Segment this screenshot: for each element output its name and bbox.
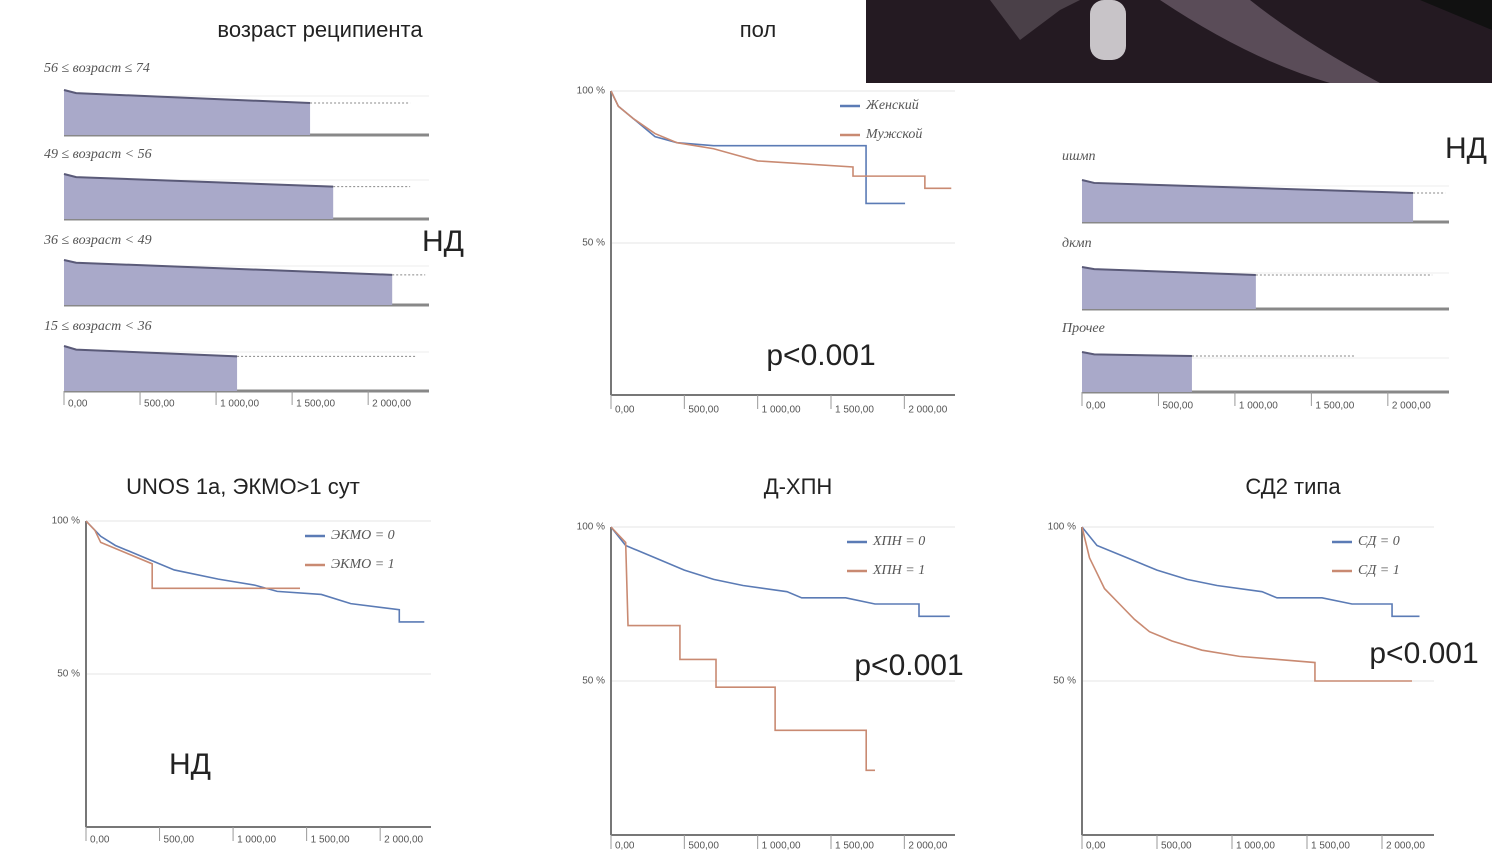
x-tick-label: 0,00 [1086, 401, 1106, 412]
x-tick-label: 0,00 [615, 841, 635, 852]
y-tick-label: 100 % [1048, 522, 1076, 533]
x-tick-label: 1 500,00 [835, 841, 874, 852]
y-tick-label: 100 % [577, 522, 605, 533]
survival-line [1081, 266, 1256, 276]
legend-label: СД = 0 [1358, 534, 1400, 549]
x-tick-label: 1 500,00 [835, 405, 874, 416]
photo [866, 0, 1492, 83]
survival-area [64, 90, 311, 135]
survival-line [85, 520, 301, 590]
legend-label: Мужской [865, 127, 922, 142]
survival-line [1081, 179, 1414, 195]
survival-line [63, 173, 334, 188]
panel-label: 36 ≤ возраст < 49 [43, 233, 152, 248]
x-tick-label: 1 000,00 [762, 841, 801, 852]
x-tick-label: 500,00 [1162, 401, 1193, 412]
x-tick-label: 1 000,00 [237, 835, 276, 846]
survival-line [610, 90, 906, 205]
x-tick-label: 2 000,00 [1392, 401, 1431, 412]
panel-label: ишмп [1062, 149, 1096, 164]
x-tick-label: 0,00 [90, 835, 110, 846]
survival-area [64, 174, 334, 219]
x-tick-label: 1 500,00 [1311, 841, 1350, 852]
annotation: НД [169, 748, 211, 781]
survival-area [1082, 352, 1192, 392]
legend-label: ЭКМО = 1 [331, 557, 395, 572]
y-tick-label: 50 % [582, 238, 605, 249]
x-tick-label: 2 000,00 [372, 399, 411, 410]
x-tick-label: 1 500,00 [1315, 401, 1354, 412]
chart-title: возраст реципиента [217, 17, 423, 42]
x-tick-label: 1 500,00 [296, 399, 335, 410]
survival-area [1082, 267, 1256, 309]
survival-line [85, 520, 425, 623]
legend-label: СД = 1 [1358, 563, 1400, 578]
panel-label: дкмп [1062, 236, 1092, 251]
x-tick-label: 500,00 [164, 835, 195, 846]
y-tick-label: 50 % [57, 669, 80, 680]
x-tick-label: 2 000,00 [908, 841, 947, 852]
survival-line [610, 526, 950, 618]
survival-line [1081, 526, 1420, 618]
annotation: p<0.001 [766, 339, 875, 372]
survival-line [63, 259, 393, 276]
survival-area [64, 346, 238, 391]
chart-title: пол [740, 17, 777, 42]
survival-line [63, 345, 238, 358]
x-tick-label: 1 000,00 [1239, 401, 1278, 412]
x-tick-label: 0,00 [1086, 841, 1106, 852]
x-tick-label: 1 000,00 [762, 405, 801, 416]
chart-title: СД2 типа [1245, 474, 1341, 499]
x-tick-label: 1 000,00 [1236, 841, 1275, 852]
survival-line [610, 90, 952, 190]
legend-label: Женский [865, 98, 919, 113]
panel-label: 56 ≤ возраст ≤ 74 [44, 61, 150, 76]
survival-area [64, 260, 393, 305]
chart-title: Д-ХПН [764, 474, 833, 499]
panel-label: 15 ≤ возраст < 36 [44, 319, 152, 334]
legend-label: ХПН = 0 [872, 534, 925, 549]
x-tick-label: 500,00 [144, 399, 175, 410]
annotation: p<0.001 [854, 649, 963, 682]
x-tick-label: 0,00 [68, 399, 88, 410]
x-tick-label: 500,00 [1161, 841, 1192, 852]
survival-line [610, 526, 875, 772]
y-tick-label: 50 % [1053, 676, 1076, 687]
survival-line [1081, 351, 1192, 357]
y-tick-label: 100 % [52, 516, 80, 527]
chart-title: UNOS 1a, ЭКМО>1 сут [126, 474, 360, 499]
y-tick-label: 100 % [577, 86, 605, 97]
legend-label: ЭКМО = 0 [331, 528, 395, 543]
panel-label: 49 ≤ возраст < 56 [44, 147, 152, 162]
y-tick-label: 50 % [582, 676, 605, 687]
x-tick-label: 2 000,00 [1386, 841, 1425, 852]
x-tick-label: 1 000,00 [220, 399, 259, 410]
annotation: НД [422, 225, 464, 258]
x-tick-label: 2 000,00 [908, 405, 947, 416]
x-tick-label: 0,00 [615, 405, 635, 416]
x-tick-label: 500,00 [688, 841, 719, 852]
x-tick-label: 2 000,00 [384, 835, 423, 846]
survival-line [1081, 526, 1412, 682]
annotation: НД [1445, 132, 1487, 165]
legend-label: ХПН = 1 [872, 563, 925, 578]
survival-line [63, 89, 311, 105]
x-tick-label: 500,00 [688, 405, 719, 416]
panel-label: Прочее [1061, 321, 1105, 336]
annotation: p<0.001 [1369, 637, 1478, 670]
x-tick-label: 1 500,00 [311, 835, 350, 846]
